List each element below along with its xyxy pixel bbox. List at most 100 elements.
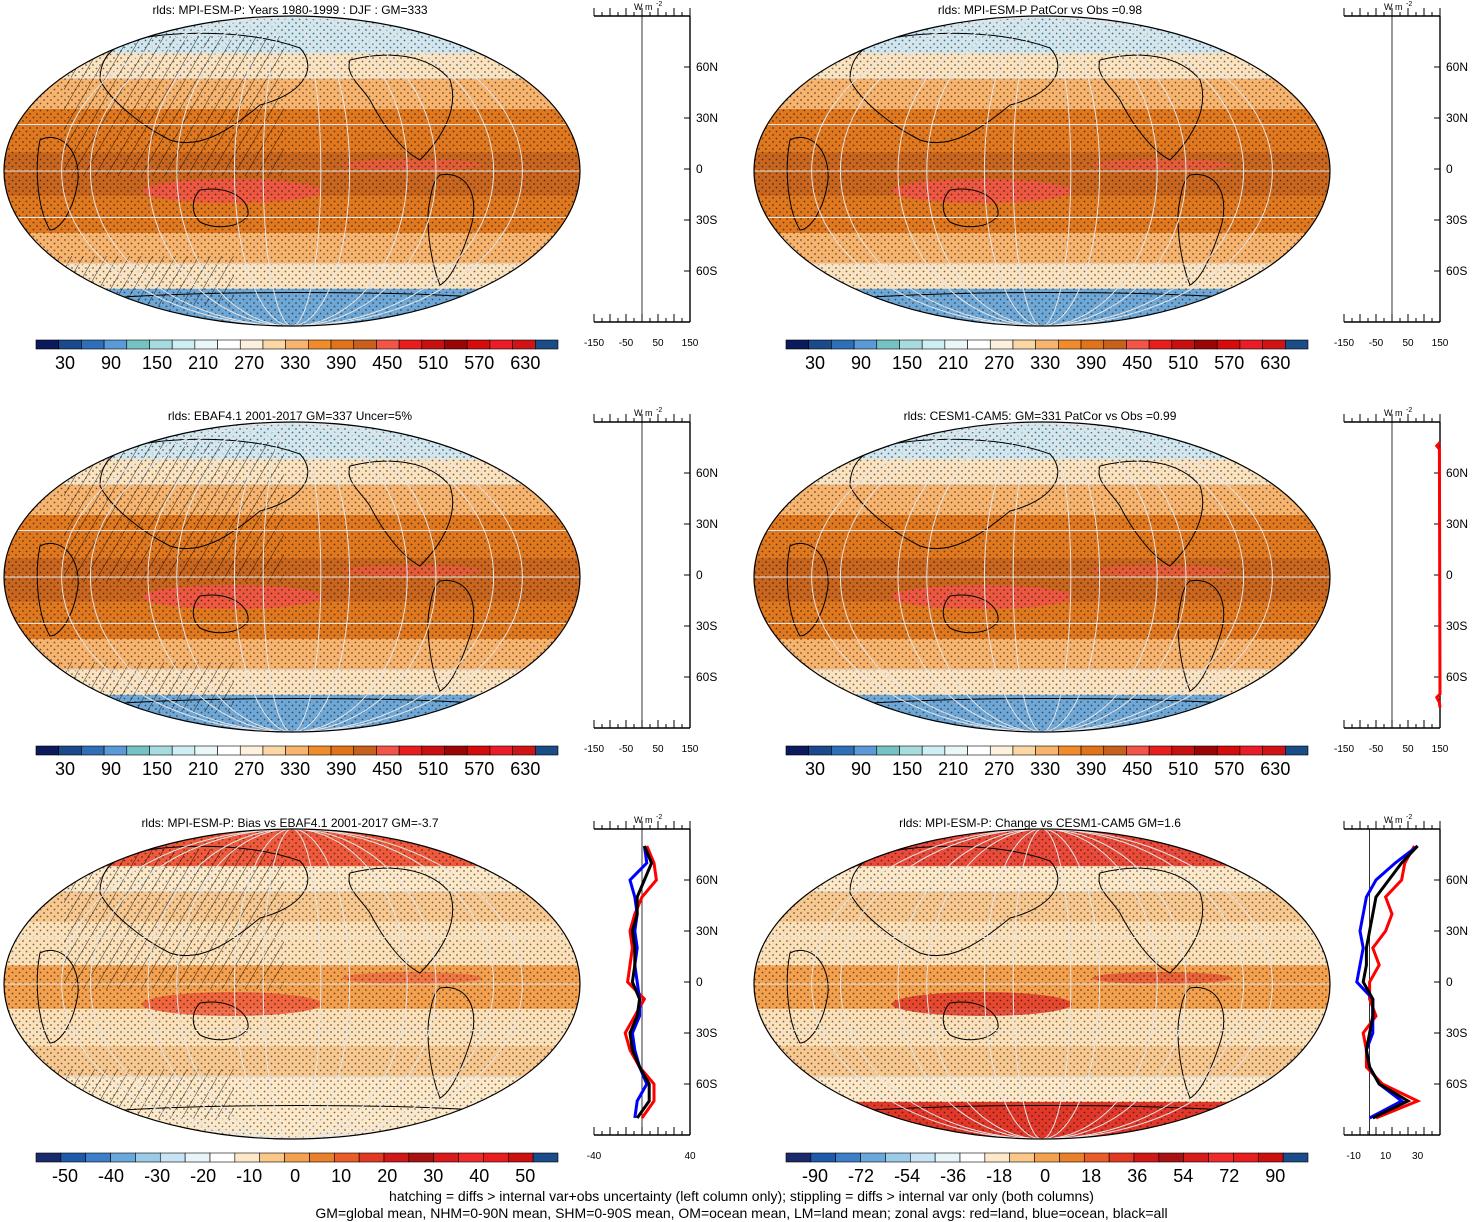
colorbar-label: -10 (236, 1166, 262, 1186)
panel-title: rlds: EBAF4.1 2001-2017 GM=337 Uncer=5% (167, 409, 413, 423)
footer-line-1: hatching = diffs > internal var+obs unce… (389, 1188, 1094, 1204)
colorbar-swatch (944, 745, 968, 756)
colorbar-label: 390 (1076, 353, 1106, 373)
graticule-lon (1012, 16, 1072, 326)
colorbar-swatch (398, 339, 423, 350)
colorbar-label: 390 (326, 759, 356, 779)
colorbar-swatch (1171, 745, 1195, 756)
colorbar-label: 570 (464, 353, 494, 373)
colorbar-swatch (35, 339, 59, 350)
colorbar-swatch (1083, 1152, 1110, 1163)
colorbar-swatch (489, 339, 513, 350)
map-figure: 30 90 150 210 270 330 390 450 510 570 630 W m -2 60N 3… (753, 407, 1468, 779)
lat-label: 30N (696, 924, 718, 938)
lat-label: 60S (696, 670, 717, 684)
zonal-x-label: 50 (652, 744, 664, 755)
lat-label: 60N (696, 466, 718, 480)
colorbar-swatch (1012, 339, 1036, 350)
colorbar-label: 330 (280, 759, 310, 779)
colorbar-swatch (376, 745, 400, 756)
colorbar-swatch (110, 1152, 136, 1163)
colorbar-swatch (984, 1152, 1011, 1163)
map-area (4, 16, 580, 326)
hatching (64, 849, 284, 989)
colorbar-swatch (1034, 1152, 1060, 1163)
graticule-lon (897, 422, 1187, 732)
colorbar-label: 270 (234, 759, 264, 779)
colorbar-swatch (532, 1152, 559, 1163)
colorbar-swatch (358, 1152, 385, 1163)
colorbar-swatch (921, 745, 946, 756)
lat-label: 60S (1446, 264, 1467, 278)
colorbar-swatch (194, 745, 218, 756)
graticule-lon (839, 829, 1245, 1139)
colorbar-swatch (1035, 339, 1059, 350)
lat-label: 30S (1446, 619, 1467, 633)
colorbar-label: -90 (802, 1166, 828, 1186)
lat-label: 30N (696, 517, 718, 531)
colorbar-swatch (60, 1152, 87, 1163)
colorbar-swatch (383, 1152, 410, 1163)
colorbar-swatch (934, 1152, 961, 1163)
graticule-lon (61, 829, 523, 1139)
colorbar-label: 270 (984, 759, 1014, 779)
colorbar-label: 510 (1168, 353, 1198, 373)
zonal-average-plot: W m -2 60N 30N 0 30S 60S -150 -50 50 150 (1334, 407, 1468, 755)
zonal-x-label: -150 (584, 338, 604, 349)
colorbar-swatch (421, 745, 445, 756)
footer-caption: hatching = diffs > internal var+obs unce… (0, 1188, 1483, 1222)
zonal-unit-label: W m (634, 2, 653, 12)
lat-label: 30N (1446, 111, 1468, 125)
map-figure: 30 90 150 210 270 330 390 450 510 570 630 W m -2 60N 3… (753, 1, 1468, 373)
colorbar-swatch (85, 1152, 111, 1163)
colorbar-swatch (885, 1152, 911, 1163)
colorbar-swatch (1133, 1152, 1160, 1163)
graticule-lon (147, 422, 437, 732)
colorbar-swatch (421, 339, 445, 350)
colorbar-swatch (35, 745, 59, 756)
zonal-x-label: 150 (1432, 744, 1449, 755)
colorbar-swatch (1012, 745, 1036, 756)
colorbar-swatch (1108, 1152, 1135, 1163)
colorbar-label: 90 (851, 759, 871, 779)
graticule-lon (61, 16, 523, 326)
colorbar-label: 50 (515, 1166, 535, 1186)
panel-obs-climatology: rlds: EBAF4.1 2001-2017 GM=337 Uncer=5% … (0, 406, 745, 806)
map-area (754, 16, 1330, 326)
map-figure: -50 -40 -30 -20 -10 0 10 20 30 40 50 W m -2 60N 30N 0 30… (3, 814, 718, 1186)
graticule-lon (233, 829, 351, 1139)
zonal-unit-exponent: -2 (1406, 407, 1412, 414)
colorbar-label: 0 (290, 1166, 300, 1186)
graticule-lon (1012, 829, 1072, 1139)
colorbar-swatch (309, 1152, 335, 1163)
zonal-average-plot: W m -2 60N 30N 0 30S 60S -150 -50 50 150 (584, 407, 718, 755)
zonal-x-label: 50 (652, 338, 664, 349)
panel-title: rlds: MPI-ESM-P: Change vs CESM1-CAM5 GM… (899, 816, 1181, 830)
colorbar-label: 210 (188, 353, 218, 373)
colorbar-swatch (262, 745, 286, 756)
colorbar-swatch (1080, 745, 1105, 756)
colorbar-swatch (308, 745, 332, 756)
colorbar-label: 570 (464, 759, 494, 779)
colorbar-swatch (808, 745, 832, 756)
colorbar-swatch (466, 339, 491, 350)
colorbar-swatch (1208, 1152, 1234, 1163)
colorbar-swatch (159, 1152, 186, 1163)
colorbar-swatch (103, 339, 128, 350)
graticule-lon (147, 16, 437, 326)
colorbar-label: 18 (1081, 1166, 1101, 1186)
graticule-lon (926, 16, 1158, 326)
colorbar-swatch (284, 1152, 310, 1163)
lat-label: 0 (696, 568, 703, 582)
graticule-lon (61, 422, 523, 732)
colorbar-swatch (1126, 745, 1150, 756)
colorbar-swatch (967, 745, 991, 756)
colorbar-swatch (785, 1152, 812, 1163)
colorbar-swatch (909, 1152, 936, 1163)
graticule-lon (1012, 422, 1072, 732)
map-border (753, 15, 1331, 327)
colorbar-label: 150 (892, 353, 922, 373)
colorbar-swatch (1080, 339, 1105, 350)
graticule-lon (897, 16, 1187, 326)
graticule-lon (262, 829, 322, 1139)
